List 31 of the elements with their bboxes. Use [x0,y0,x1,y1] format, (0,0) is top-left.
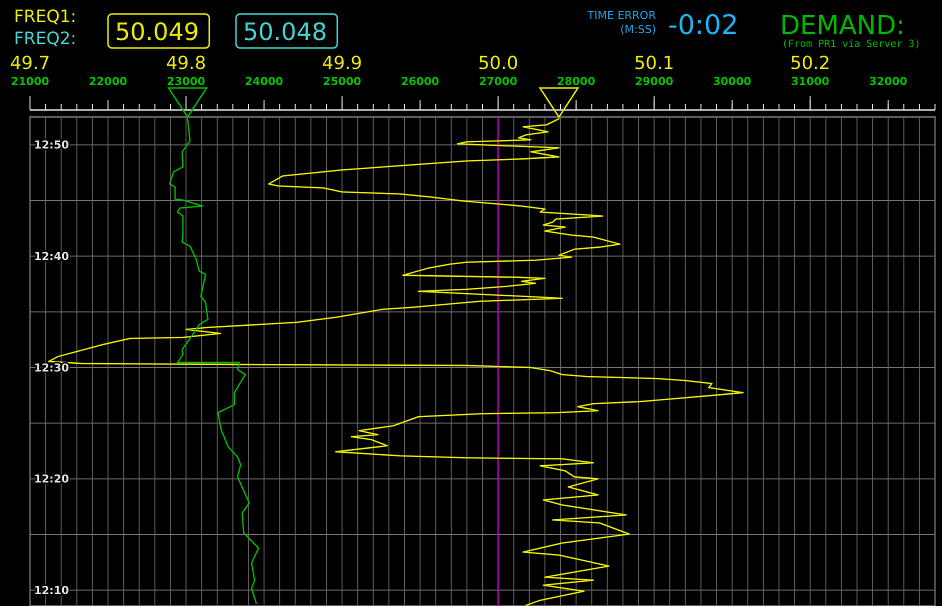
text: -0:02 [668,10,738,41]
y-tick-label: 12:10 [34,584,70,598]
y-tick-label: 12:40 [34,250,70,263]
x2-tick-label: 26000 [400,75,440,88]
x2-tick-label: 22000 [88,75,128,88]
x2-tick-label: 25000 [322,75,362,88]
y-tick-label: 12:20 [34,472,70,486]
text: FREQ2: [14,29,76,49]
text: (From PR1 via Server 3) [782,39,920,50]
x2-tick-label: 29000 [634,75,674,88]
y-tick-label: 12:30 [34,361,70,374]
x2-tick-label: 21000 [10,75,50,88]
text: 50.048 [243,18,327,46]
text: TIME ERROR [586,9,656,22]
text: FREQ1: [14,7,76,27]
x-tick-label: 50.0 [478,53,518,74]
y-tick-label: 12:50 [34,138,70,152]
text: (M:SS) [620,23,656,36]
text: 50.049 [115,18,199,46]
x-tick-label: 49.9 [322,53,362,74]
x2-tick-label: 30000 [713,75,752,88]
x-tick-label: 50.2 [790,53,830,74]
x2-tick-label: 32000 [869,75,908,88]
x2-tick-label: 31000 [791,75,830,88]
x2-tick-label: 27000 [478,75,518,88]
x2-tick-label: 24000 [244,75,284,88]
x2-tick-label: 23000 [166,75,206,88]
x2-tick-label: 28000 [556,75,596,88]
x-tick-label: 49.7 [10,53,50,74]
x-tick-label: 50.1 [634,53,674,74]
x-tick-label: 49.8 [166,53,206,74]
